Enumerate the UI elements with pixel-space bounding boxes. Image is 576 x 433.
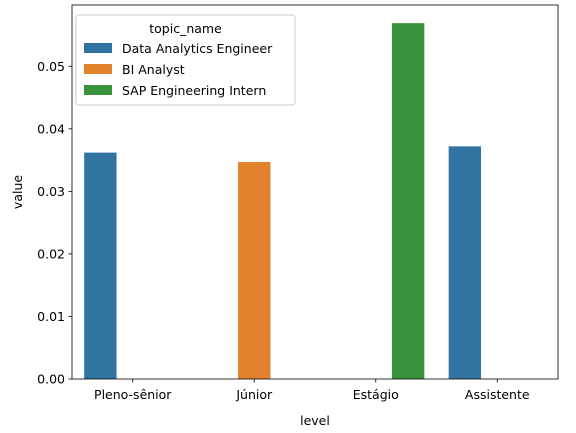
bar-bi-analyst-1 xyxy=(238,161,271,379)
y-tick-label: 0.03 xyxy=(37,184,65,199)
legend-swatch xyxy=(84,43,112,53)
legend-entry-label: BI Analyst xyxy=(122,62,185,77)
legend-title: topic_name xyxy=(149,21,222,36)
bar-data-analytics-engineer-0 xyxy=(84,152,117,379)
legend-box xyxy=(75,14,296,106)
x-tick-label: Assistente xyxy=(465,387,530,402)
legend: topic_name Data Analytics Engineer BI Ana… xyxy=(75,14,296,106)
plot-frame xyxy=(71,4,559,380)
x-axis: Pleno-sênior Júnior Estágio Assistente xyxy=(94,379,530,402)
y-tick-label: 0.01 xyxy=(37,309,65,324)
legend-entry-label: SAP Engineering Intern xyxy=(122,83,266,98)
legend-entry-label: Data Analytics Engineer xyxy=(122,41,273,56)
y-tick-label: 0.05 xyxy=(37,59,65,74)
y-axis-label: value xyxy=(10,175,25,209)
y-tick-label: 0.04 xyxy=(37,121,65,136)
x-tick-label: Estágio xyxy=(353,387,399,402)
x-axis-label: level xyxy=(300,413,330,428)
y-tick-label: 0.02 xyxy=(37,246,65,261)
y-tick-label: 0.00 xyxy=(37,372,65,387)
y-axis: 0.00 0.01 0.02 0.03 0.04 0.05 xyxy=(37,59,72,387)
bars-group xyxy=(84,23,482,380)
bar-data-analytics-engineer-3 xyxy=(448,146,482,379)
legend-swatch xyxy=(84,85,112,95)
x-tick-label: Pleno-sênior xyxy=(94,387,172,402)
legend-items: Data Analytics Engineer BI Analyst SAP Eng… xyxy=(84,41,273,98)
bar-sap-engineering-intern-2 xyxy=(391,23,425,380)
legend-swatch xyxy=(84,64,112,74)
x-tick-label: Júnior xyxy=(235,387,273,402)
